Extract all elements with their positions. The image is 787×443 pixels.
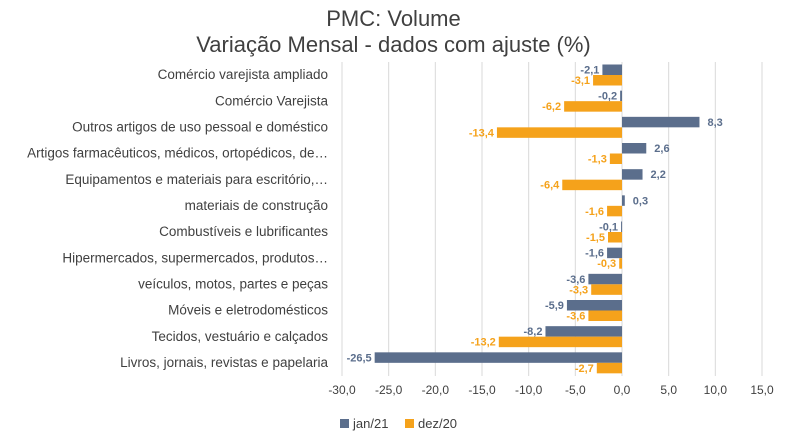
- data-label: -3,1: [571, 75, 590, 87]
- bar-dez20: [607, 205, 622, 217]
- category-label: Outros artigos de uso pessoal e doméstic…: [72, 119, 328, 134]
- bar-jan21: [622, 195, 625, 206]
- category-label: Equipamentos e materiais para escritório…: [65, 172, 328, 187]
- bar-jan21: [374, 352, 622, 363]
- legend-swatch-dez20: [405, 419, 414, 428]
- chart-subtitle: Variação Mensal - dados com ajuste (%): [196, 32, 591, 57]
- category-label: Artigos farmacêuticos, médicos, ortopédi…: [27, 146, 328, 161]
- bar-dez20: [591, 284, 622, 295]
- data-label: 8,3: [707, 117, 722, 129]
- data-label: -13,4: [469, 127, 495, 139]
- bar-dez20: [564, 101, 622, 112]
- category-label: Comércio Varejista: [215, 93, 329, 108]
- bar-jan21: [622, 116, 700, 128]
- bar-dez20: [496, 127, 622, 138]
- data-label: -26,5: [347, 352, 372, 364]
- x-tick-label: -5,0: [565, 383, 586, 397]
- x-tick-label: 5,0: [660, 383, 677, 397]
- data-label: -0,2: [598, 91, 617, 103]
- x-tick-label: -20,0: [422, 383, 450, 397]
- bar-jan21: [622, 169, 643, 180]
- data-label: -3,6: [566, 274, 585, 286]
- data-label: -1,6: [585, 248, 604, 260]
- data-label: -8,2: [523, 326, 542, 338]
- bar-dez20: [588, 310, 622, 321]
- x-tick-label: 10,0: [704, 383, 728, 397]
- category-label: Hipermercados, supermercados, produtos…: [62, 250, 328, 265]
- bar-dez20: [596, 362, 622, 374]
- data-label: -1,6: [585, 206, 604, 218]
- bar-dez20: [593, 75, 622, 86]
- chart-title: PMC: Volume: [326, 6, 461, 31]
- bar-jan21: [620, 90, 622, 102]
- data-label: -3,3: [569, 284, 588, 296]
- bar-jan21: [566, 300, 622, 311]
- category-label: Tecidos, vestuário e calçados: [152, 329, 329, 344]
- bar-jan21: [588, 273, 622, 285]
- data-label: -1,3: [588, 154, 607, 166]
- data-label: -6,4: [540, 180, 560, 192]
- category-label: veículos, motos, partes e peças: [138, 276, 328, 291]
- bar-dez20: [619, 258, 622, 269]
- x-tick-label: -15,0: [468, 383, 496, 397]
- bar-dez20: [608, 232, 622, 243]
- data-label: -0,3: [597, 258, 616, 270]
- bar-jan21: [602, 64, 622, 75]
- bar-dez20: [562, 179, 622, 191]
- data-label: -2,7: [575, 363, 594, 375]
- category-label: Móveis e eletrodomésticos: [168, 303, 328, 318]
- data-label: 0,3: [633, 195, 648, 207]
- category-label: Livros, jornais, revistas e papelaria: [120, 355, 328, 370]
- bar-jan21: [621, 221, 623, 232]
- data-label: -1,5: [586, 232, 605, 244]
- x-tick-label: -30,0: [328, 383, 356, 397]
- data-label: -13,2: [471, 337, 496, 349]
- bar-jan21: [607, 247, 622, 259]
- x-tick-label: 0,0: [614, 383, 631, 397]
- bar-jan21: [545, 326, 622, 337]
- legend-label: dez/20: [418, 416, 457, 431]
- category-label: Comércio varejista ampliado: [158, 67, 328, 82]
- bar-dez20: [609, 153, 622, 164]
- x-tick-label: 15,0: [750, 383, 774, 397]
- data-label: -5,9: [545, 300, 564, 312]
- category-label: Combustíveis e lubrificantes: [159, 224, 328, 239]
- data-label: -3,6: [566, 311, 585, 323]
- data-label: -0,1: [599, 222, 618, 234]
- legend-swatch-jan21: [340, 419, 349, 428]
- x-tick-label: -25,0: [375, 383, 403, 397]
- data-label: -2,1: [580, 65, 599, 77]
- category-label: materiais de construção: [185, 198, 328, 213]
- data-label: 2,6: [654, 143, 669, 155]
- x-tick-label: -10,0: [515, 383, 543, 397]
- bar-jan21: [622, 143, 647, 154]
- data-label: -6,2: [542, 101, 561, 113]
- data-label: 2,2: [651, 169, 666, 181]
- bar-dez20: [498, 336, 622, 348]
- legend-label: jan/21: [352, 416, 388, 431]
